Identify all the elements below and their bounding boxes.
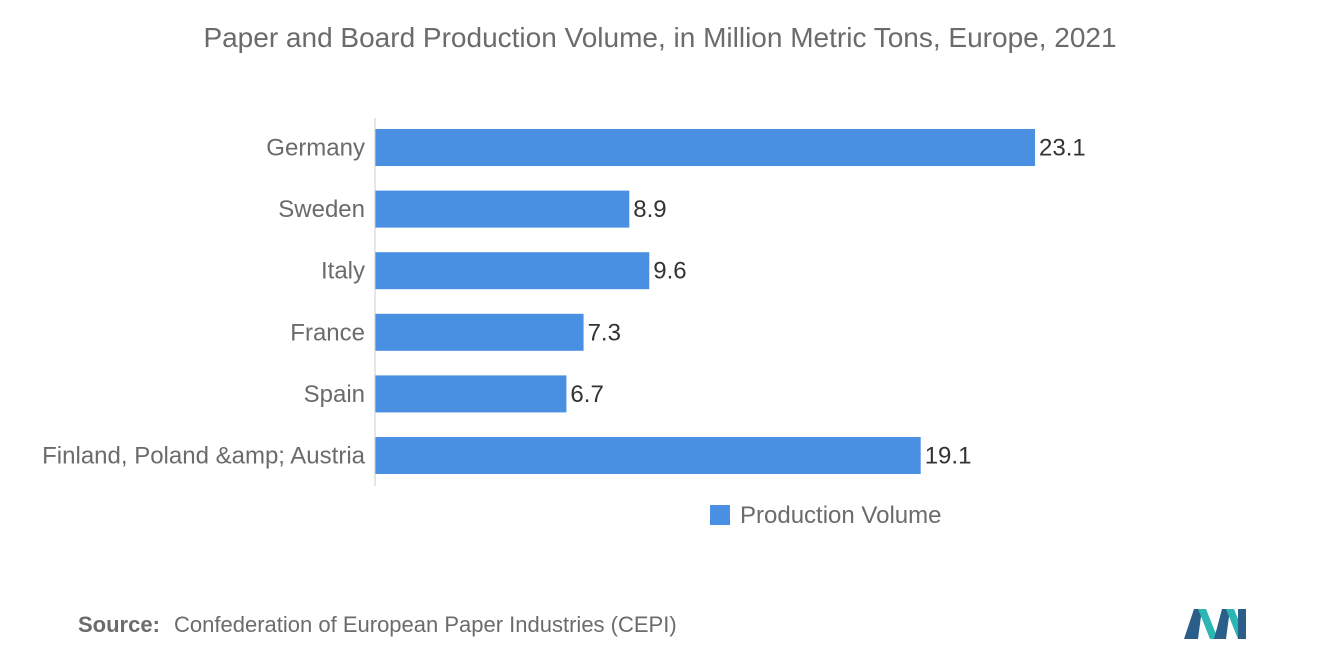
- value-label-0: 23.1: [1039, 135, 1086, 162]
- bar-chart: Germany 23.1 Sweden 8.9 Italy 9.6 France 7.3 Spa…: [42, 118, 1086, 529]
- bar-2: [375, 252, 650, 290]
- source-note: Source: Confederation of European Paper …: [78, 612, 677, 638]
- bar-5: [375, 437, 921, 474]
- legend-swatch: [710, 505, 730, 525]
- source-text: Confederation of European Paper Industri…: [174, 612, 677, 637]
- bar-0: [375, 129, 1035, 166]
- legend-label: Production Volume: [740, 502, 941, 529]
- bar-1: [375, 190, 630, 228]
- source-label: Source:: [78, 612, 160, 637]
- brand-logo-icon: [1184, 609, 1246, 639]
- value-label-5: 19.1: [925, 443, 972, 470]
- value-label-1: 8.9: [633, 196, 666, 223]
- bar-4: [375, 375, 567, 413]
- category-label-0: Germany: [266, 135, 365, 162]
- value-label-4: 6.7: [570, 381, 603, 408]
- category-label-2: Italy: [321, 258, 365, 285]
- category-label-4: Spain: [304, 381, 365, 408]
- category-label-3: France: [290, 319, 365, 346]
- bar-3: [375, 313, 584, 351]
- category-label-1: Sweden: [278, 196, 365, 223]
- value-label-2: 9.6: [653, 258, 686, 285]
- value-label-3: 7.3: [588, 319, 621, 346]
- chart-title: Paper and Board Production Volume, in Mi…: [203, 22, 1117, 53]
- category-label-5: Finland, Poland &amp; Austria: [42, 443, 366, 470]
